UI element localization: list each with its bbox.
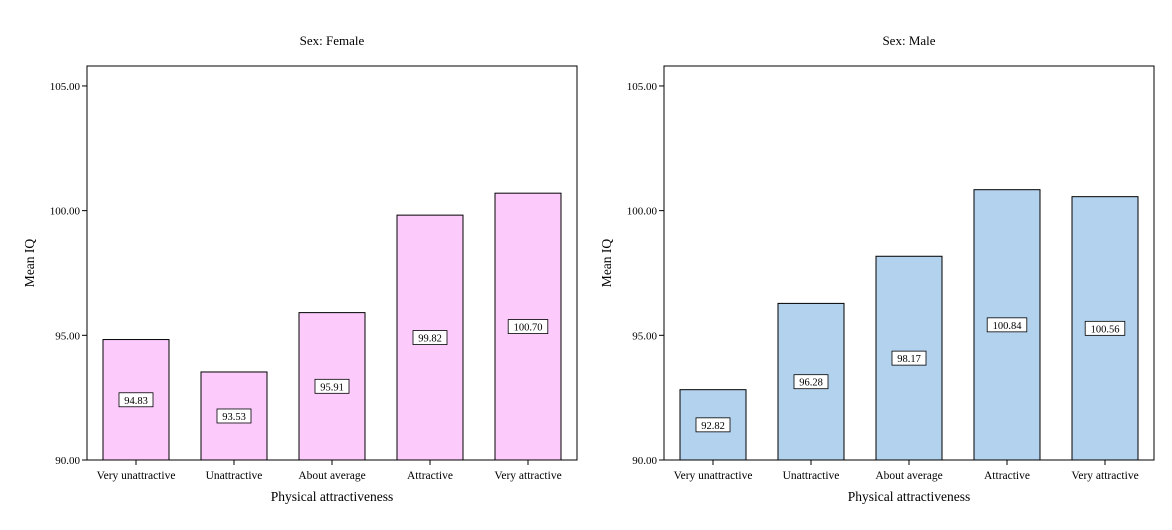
x-axis-label: Physical attractiveness [848, 489, 971, 504]
x-axis-label: Physical attractiveness [271, 489, 394, 504]
data-label-box [507, 319, 549, 334]
data-label-box [314, 378, 350, 394]
y-tick-label: 105.00 [627, 81, 658, 93]
x-tick-label: Unattractive [783, 470, 840, 482]
y-tick-label: 105.00 [50, 81, 81, 93]
x-tick-label: Attractive [407, 470, 453, 482]
x-tick-label: Very unattractive [97, 470, 176, 482]
data-label: 100.84 [993, 321, 1023, 332]
data-label-box [695, 417, 731, 433]
data-label-box [216, 408, 252, 424]
y-tick-label: 90.00 [55, 455, 80, 467]
x-tick-label: Attractive [984, 470, 1030, 482]
data-label: 93.53 [222, 412, 246, 423]
x-tick-label: Unattractive [206, 470, 263, 482]
chart-title: Sex: Male [882, 33, 935, 48]
data-label-box [793, 374, 829, 390]
chart-panel-male: Sex: Male 90.00 95.00 100.00 105.00 Mean IQ Ve… [599, 33, 1155, 504]
y-axis-label: Mean IQ [22, 239, 37, 288]
y-tick-label: 90.00 [632, 455, 657, 467]
chart-title: Sex: Female [300, 33, 365, 48]
data-label: 96.28 [799, 378, 823, 389]
data-label: 100.70 [514, 323, 543, 334]
y-tick-label: 95.00 [632, 330, 657, 342]
data-label-box [891, 350, 927, 366]
data-label: 94.83 [124, 396, 148, 407]
y-tick-label: 100.00 [50, 206, 81, 218]
x-tick-label: Very unattractive [674, 470, 753, 482]
x-tick-label: About average [298, 470, 365, 482]
x-tick-label: Very attractive [494, 470, 561, 482]
data-label: 95.91 [320, 382, 344, 393]
x-tick-label: Very attractive [1071, 470, 1138, 482]
data-label: 100.56 [1091, 324, 1120, 335]
data-label-box [986, 317, 1028, 333]
data-label-box [412, 330, 448, 345]
data-label-box [1084, 320, 1126, 336]
x-tick-label: About average [875, 470, 942, 482]
data-label: 92.82 [701, 421, 725, 432]
chart-panel-female: Sex: Female 90.00 95.00 100.00 105.00 Mean IQ… [22, 33, 578, 504]
y-axis-label: Mean IQ [599, 239, 614, 288]
data-label: 99.82 [418, 334, 442, 345]
y-tick-label: 95.00 [55, 330, 80, 342]
data-label-box [118, 392, 154, 408]
data-label: 98.17 [897, 354, 921, 365]
y-tick-label: 100.00 [627, 206, 658, 218]
